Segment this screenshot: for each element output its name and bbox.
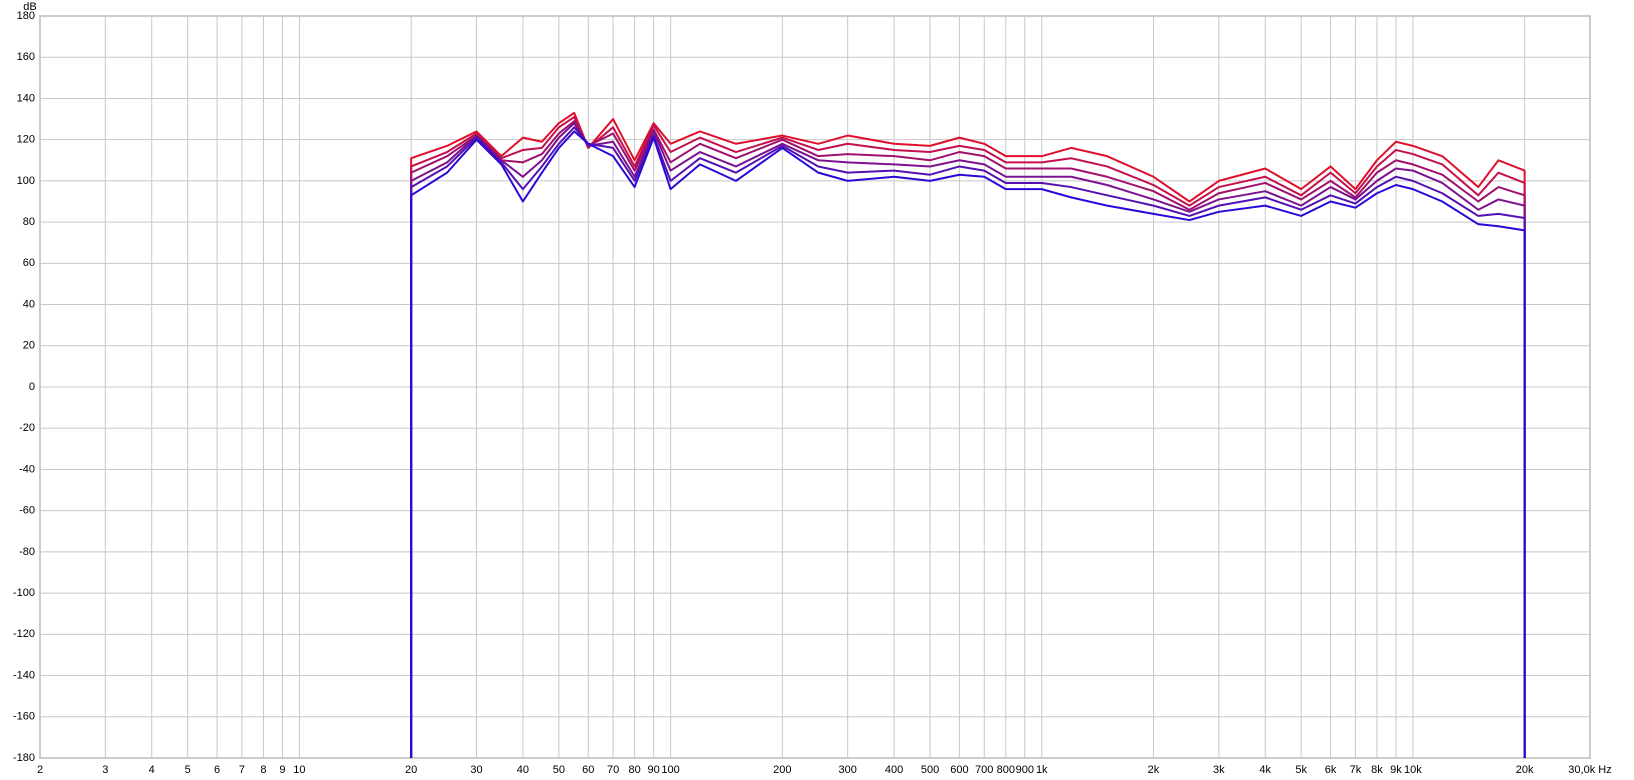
x-tick-label: 10k	[1404, 764, 1422, 776]
x-tick-label: 20k	[1516, 764, 1534, 776]
x-tick-label: 90	[647, 764, 659, 776]
x-tick-label: 8k	[1371, 764, 1383, 776]
x-tick-label: 600	[950, 764, 968, 776]
y-tick-label: 0	[29, 381, 35, 393]
x-tick-label: 3k	[1213, 764, 1225, 776]
x-tick-label: 500	[921, 764, 939, 776]
x-tick-label: 700	[975, 764, 993, 776]
x-tick-label: 80	[628, 764, 640, 776]
x-tick-label: 1k	[1036, 764, 1048, 776]
x-tick-label: 8	[260, 764, 266, 776]
x-tick-label: 20	[405, 764, 417, 776]
x-tick-label: 3	[102, 764, 108, 776]
x-tick-label: 200	[773, 764, 791, 776]
y-tick-label: -20	[19, 422, 35, 434]
x-tick-label: 6k	[1325, 764, 1337, 776]
x-tick-label: 6	[214, 764, 220, 776]
series-line	[410, 126, 1526, 758]
x-tick-label: 900	[1016, 764, 1034, 776]
x-tick-label: 9	[279, 764, 285, 776]
x-tick-label: 7	[239, 764, 245, 776]
x-tick-label: 2k	[1148, 764, 1160, 776]
y-tick-label: 20	[23, 340, 35, 352]
x-tick-label: 100	[661, 764, 679, 776]
series-line	[410, 120, 1526, 758]
series-line	[410, 122, 1526, 758]
y-tick-label: 100	[17, 175, 35, 187]
x-tick-label: 4	[149, 764, 155, 776]
y-tick-label: -180	[13, 752, 35, 764]
x-tick-label: 30	[470, 764, 482, 776]
y-tick-label: -80	[19, 546, 35, 558]
x-tick-label: 300	[838, 764, 856, 776]
x-tick-label: 30,0k Hz	[1568, 764, 1611, 776]
x-tick-label: 50	[553, 764, 565, 776]
series-line	[410, 111, 1526, 758]
x-tick-label: 9k	[1390, 764, 1402, 776]
y-tick-label: 40	[23, 298, 35, 310]
y-tick-label: 120	[17, 134, 35, 146]
x-tick-label: 70	[607, 764, 619, 776]
y-tick-label: -140	[13, 669, 35, 681]
y-tick-label: 180	[17, 10, 35, 22]
x-tick-label: 4k	[1259, 764, 1271, 776]
series-line	[410, 130, 1526, 758]
x-tick-label: 7k	[1350, 764, 1362, 776]
y-tick-label: 60	[23, 257, 35, 269]
x-tick-label: 5	[185, 764, 191, 776]
y-tick-label: 140	[17, 92, 35, 104]
x-tick-label: 5k	[1295, 764, 1307, 776]
x-tick-label: 60	[582, 764, 594, 776]
y-tick-label: -100	[13, 587, 35, 599]
y-tick-label: -120	[13, 628, 35, 640]
y-tick-label: 80	[23, 216, 35, 228]
y-unit: dB	[23, 1, 36, 13]
x-tick-label: 10	[293, 764, 305, 776]
x-tick-label: 2	[37, 764, 43, 776]
series-line	[410, 115, 1526, 758]
y-tick-label: -160	[13, 711, 35, 723]
y-tick-label: -60	[19, 505, 35, 517]
y-tick-label: -40	[19, 463, 35, 475]
y-tick-label: 160	[17, 51, 35, 63]
x-tick-label: 400	[885, 764, 903, 776]
x-tick-label: 40	[517, 764, 529, 776]
x-tick-label: 800	[997, 764, 1015, 776]
